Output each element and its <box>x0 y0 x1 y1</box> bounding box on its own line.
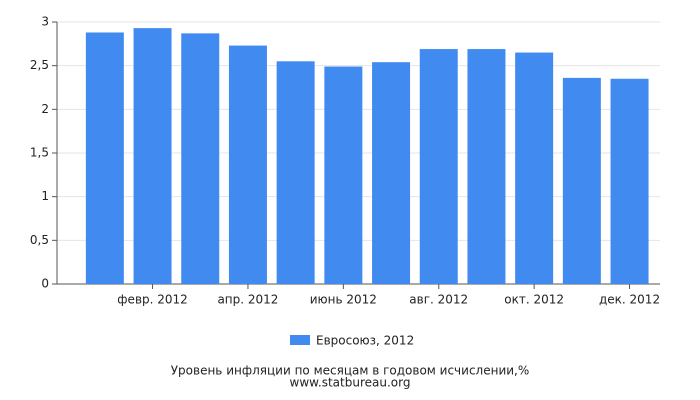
x-tick-label: июнь 2012 <box>310 293 377 307</box>
bar <box>562 77 601 284</box>
bar <box>515 52 554 284</box>
legend-swatch <box>290 335 310 345</box>
x-tick-label: окт. 2012 <box>504 293 564 307</box>
bar <box>372 62 411 284</box>
x-tick-label: февр. 2012 <box>117 293 188 307</box>
legend-label: Евросоюз, 2012 <box>316 334 414 348</box>
y-tick-label: 2 <box>41 102 49 116</box>
bar <box>610 78 649 285</box>
x-tick-label: дек. 2012 <box>599 293 660 307</box>
bar <box>419 49 458 284</box>
bar <box>467 49 506 284</box>
x-tick-label: апр. 2012 <box>217 293 278 307</box>
bar <box>228 45 267 284</box>
chart-subtitle: www.statbureau.org <box>290 376 411 390</box>
y-tick-label: 0,5 <box>30 233 49 247</box>
y-tick-label: 2,5 <box>30 58 49 72</box>
bar <box>181 33 220 284</box>
x-tick-label: авг. 2012 <box>409 293 468 307</box>
bar <box>85 32 124 285</box>
bar <box>133 28 172 285</box>
y-tick-label: 1 <box>41 189 49 203</box>
y-tick-label: 0 <box>41 277 49 291</box>
bar <box>276 61 315 284</box>
bar <box>324 66 363 284</box>
y-tick-label: 3 <box>41 15 49 29</box>
y-tick-label: 1,5 <box>30 146 49 160</box>
chart-title: Уровень инфляции по месяцам в годовом ис… <box>171 364 530 378</box>
